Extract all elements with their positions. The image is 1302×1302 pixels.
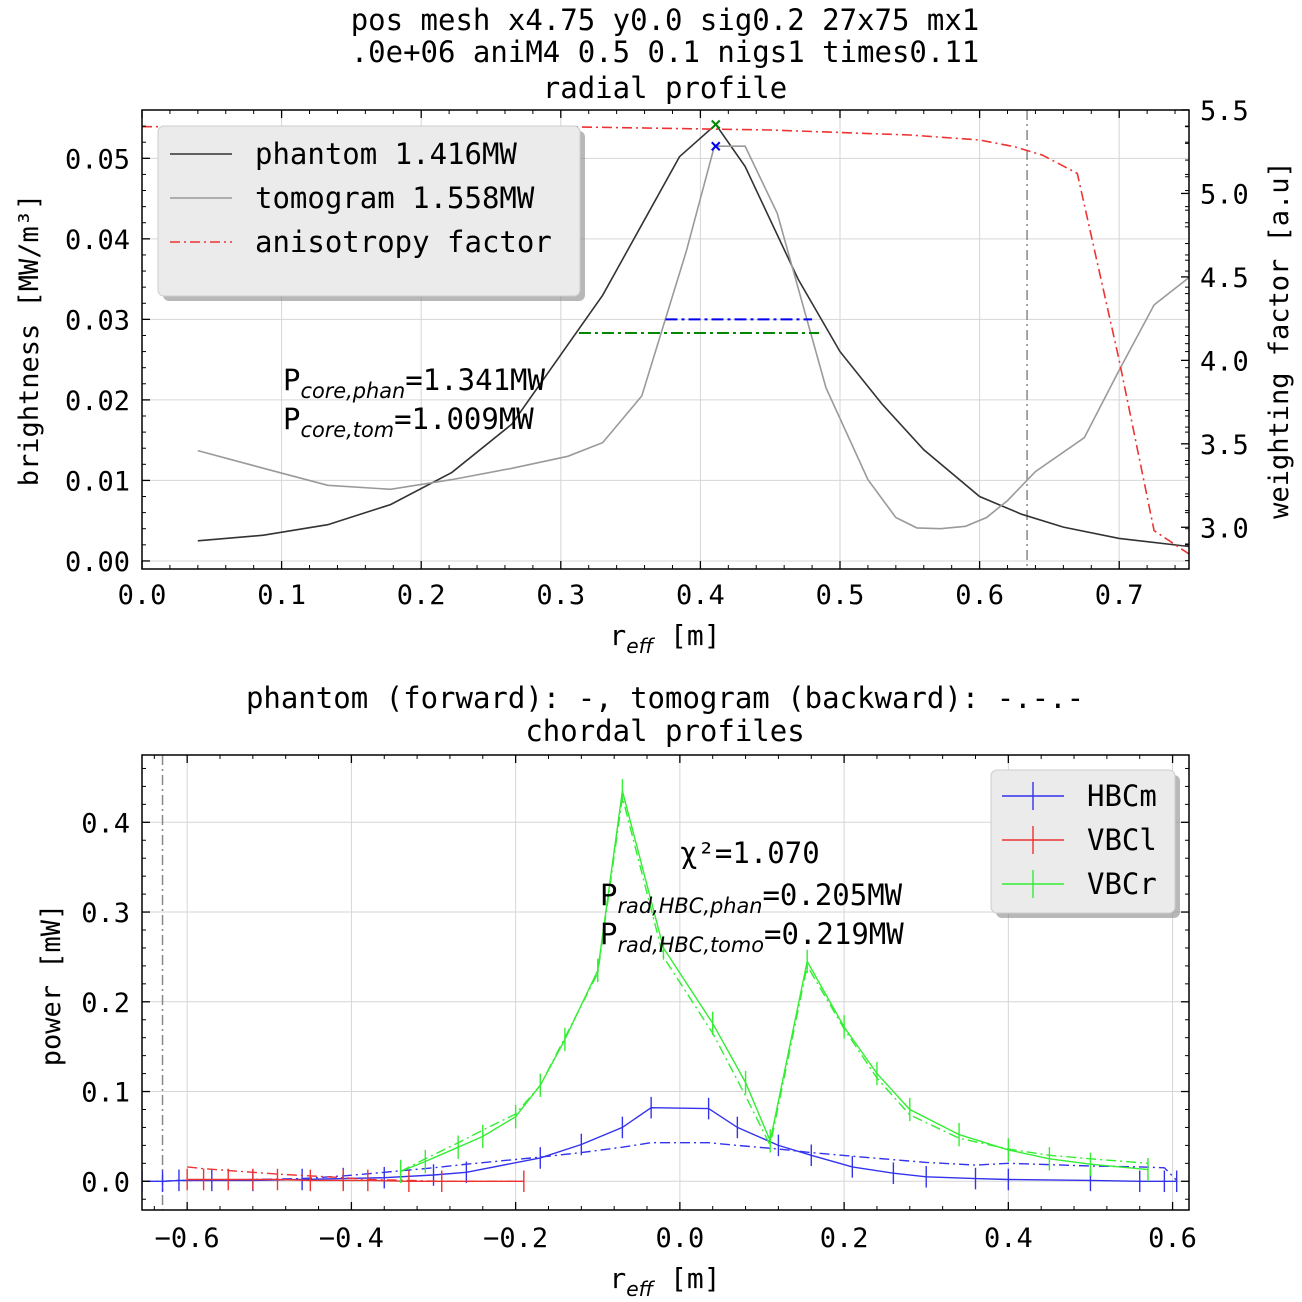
rad-power-phantom-annotation: Prad,HBC,phan=0.205MW xyxy=(600,878,903,918)
x-tick-label: 0.5 xyxy=(816,580,865,611)
y-tick-label: 0.04 xyxy=(65,225,130,256)
x-axis-label-main: r xyxy=(609,1262,626,1295)
rad-power-tomogram-annotation-value: =0.219MW xyxy=(764,917,904,951)
core-power-annotation: Pcore,phan=1.341MW xyxy=(283,363,546,403)
y-tick-label: 0.01 xyxy=(65,466,130,497)
phantom-line-VBCr xyxy=(400,790,1148,1173)
peak-marker xyxy=(711,141,721,151)
y-tick-label: 0.00 xyxy=(65,547,130,578)
core-power-annotation-value: =1.341MW xyxy=(405,363,545,397)
y-tick-label: 0.03 xyxy=(65,305,130,336)
chart-title-line: phantom (forward): -, tomogram (backward… xyxy=(246,681,1084,715)
phantom-line-HBCm xyxy=(142,1106,1177,1183)
axes-frame xyxy=(141,109,1190,570)
legend-label: HBCm xyxy=(1087,779,1157,813)
chordal-profiles-panel: phantom (forward): -, tomogram (backward… xyxy=(36,681,1197,1301)
legend-label: anisotropy factor xyxy=(255,225,552,259)
y2-tick-label: 5.5 xyxy=(1200,96,1249,127)
x-axis-label-value: [m] xyxy=(653,1262,720,1295)
x-tick-label: 0.4 xyxy=(676,580,725,611)
y-axis-label: power [mW] xyxy=(36,904,67,1067)
tomogram-line-VBCr xyxy=(400,797,1148,1173)
y-tick-label: 0.2 xyxy=(81,988,130,1019)
plot-area xyxy=(142,110,1189,569)
x-tick-label: 0.2 xyxy=(820,1223,869,1254)
legend: HBCm VBCl VBCr xyxy=(990,769,1180,918)
y-tick-label: 0.05 xyxy=(65,144,130,175)
x-axis-label: reff [m] xyxy=(609,619,720,658)
legend-label: VBCl xyxy=(1087,823,1157,857)
x-tick-label: 0.0 xyxy=(118,580,167,611)
y-tick-label: 0.02 xyxy=(65,386,130,417)
y-axis-label: brightness [MW/m³] xyxy=(14,194,45,487)
y2-tick-label: 5.0 xyxy=(1200,179,1249,210)
x-tick-label: 0.4 xyxy=(984,1223,1033,1254)
x-tick-label: 0.3 xyxy=(536,580,585,611)
x-axis-label-sub: eff xyxy=(626,634,655,658)
x-tick-label: 0.6 xyxy=(1148,1223,1197,1254)
core-power-annotation-sub: core,tom xyxy=(300,418,394,442)
rad-power-tomogram-annotation: Prad,HBC,tomo=0.219MW xyxy=(600,917,904,957)
y-tick-label: 0.4 xyxy=(81,808,130,839)
y-tick-label: 0.3 xyxy=(81,898,130,929)
x-axis-label: reff [m] xyxy=(609,1262,720,1301)
core-power-annotation-main: P xyxy=(283,402,300,436)
y2-tick-label: 4.5 xyxy=(1200,263,1249,294)
core-power-annotation-sub: core,phan xyxy=(300,379,405,403)
series-line-tomogram xyxy=(197,145,1189,530)
y2-tick-label: 3.0 xyxy=(1200,513,1249,544)
series-line-phantom xyxy=(197,123,1189,548)
rad-power-phantom-annotation-value: =0.205MW xyxy=(762,878,902,912)
x-tick-label: 0.6 xyxy=(955,580,1004,611)
x-axis-label-value: [m] xyxy=(653,619,720,652)
legend-box xyxy=(990,769,1176,914)
chart-title-line: radial profile xyxy=(543,71,787,105)
axes-frame xyxy=(141,754,1190,1211)
chart-title-line: .0e+06 aniM4 0.5 0.1 nigs1 times0.11 xyxy=(351,35,980,69)
core-power-annotation-value: =1.009MW xyxy=(394,402,534,436)
x-tick-label: −0.6 xyxy=(155,1223,220,1254)
x-tick-label: 0.7 xyxy=(1095,580,1144,611)
core-power-annotation: Pcore,tom=1.009MW xyxy=(283,402,534,442)
chart-title-line: pos mesh x4.75 y0.0 sig0.2 27x75 mx1 xyxy=(351,3,980,37)
rad-power-tomogram-annotation-main: P xyxy=(600,917,617,951)
chi-square-annotation: χ²=1.070 xyxy=(680,836,820,870)
y2-tick-label: 3.5 xyxy=(1200,430,1249,461)
legend-label: tomogram 1.558MW xyxy=(255,181,535,215)
x-axis-label-main: r xyxy=(609,619,626,652)
x-tick-label: −0.2 xyxy=(483,1223,548,1254)
legend-box xyxy=(157,125,581,297)
legend: phantom 1.416MW tomogram 1.558MW anisotrop… xyxy=(157,125,585,301)
tomogram-line-HBCm xyxy=(142,1141,1178,1183)
radial-profile-panel: pos mesh x4.75 y0.0 sig0.2 27x75 mx1.0e+… xyxy=(14,3,1295,658)
core-power-annotation-main: P xyxy=(283,363,300,397)
legend-label: phantom 1.416MW xyxy=(255,137,517,171)
y-tick-label: 0.0 xyxy=(81,1167,130,1198)
x-tick-label: 0.0 xyxy=(655,1223,704,1254)
plot-area xyxy=(142,755,1178,1210)
x-axis-label-sub: eff xyxy=(626,1277,655,1301)
rad-power-tomogram-annotation-sub: rad,HBC,tomo xyxy=(617,933,764,957)
x-tick-label: 0.1 xyxy=(257,580,306,611)
x-tick-label: 0.2 xyxy=(397,580,446,611)
chart-title-line: chordal profiles xyxy=(525,714,804,748)
peak-marker xyxy=(711,119,721,130)
y2-axis-label: weighting factor [a.u] xyxy=(1264,161,1295,519)
legend-label: VBCr xyxy=(1087,867,1157,901)
x-tick-label: −0.4 xyxy=(319,1223,384,1254)
y-tick-label: 0.1 xyxy=(81,1078,130,1109)
y2-tick-label: 4.0 xyxy=(1200,346,1249,377)
rad-power-phantom-annotation-sub: rad,HBC,phan xyxy=(617,894,762,918)
rad-power-phantom-annotation-main: P xyxy=(600,878,617,912)
